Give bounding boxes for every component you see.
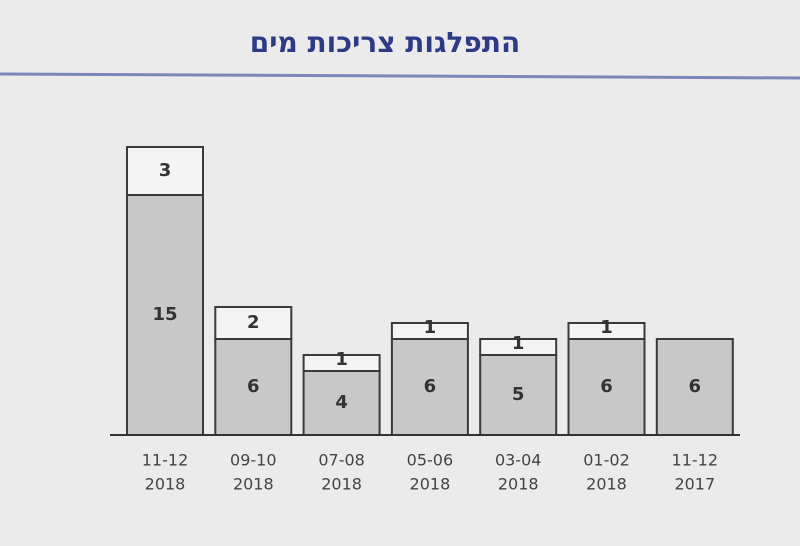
data-label: 2 [247, 312, 260, 333]
x-tick-label: 05-06 [407, 451, 454, 470]
data-label: 6 [424, 376, 437, 397]
bar-segment [302, 354, 381, 372]
x-tick-label: 11-12 [672, 451, 719, 470]
data-label: 15 [152, 304, 177, 325]
x-tick-label: 2017 [674, 475, 715, 494]
data-label: 1 [424, 317, 437, 338]
data-label: 1 [600, 317, 613, 338]
x-tick-label: 09-10 [230, 451, 277, 470]
data-label: 6 [600, 376, 613, 397]
bar-segment [390, 322, 469, 340]
bar-segment [302, 370, 381, 436]
title-rule [0, 72, 800, 80]
bar-segment [567, 338, 646, 436]
x-tick-label: 2018 [586, 475, 627, 494]
data-label: 6 [247, 376, 260, 397]
bar-segment [655, 338, 734, 436]
chart-title: התפלגות צריכות מים [250, 26, 520, 59]
x-tick-label: 2018 [321, 475, 362, 494]
x-tick-label: 11-12 [142, 451, 189, 470]
bar-segment [479, 338, 558, 356]
data-label: 3 [159, 160, 172, 181]
data-label: 6 [689, 376, 702, 397]
x-tick-label: 2018 [498, 475, 539, 494]
bar-segment [126, 194, 204, 436]
bar-segment [479, 354, 558, 436]
bar-segment [567, 322, 646, 340]
data-label: 1 [512, 333, 525, 354]
data-label: 1 [335, 349, 348, 370]
data-label: 5 [512, 384, 525, 405]
data-label: 4 [335, 392, 348, 413]
x-tick-label: 01-02 [583, 451, 630, 470]
x-tick-label: 2018 [145, 475, 186, 494]
bar-segment [390, 338, 469, 436]
bar-segment [126, 146, 204, 196]
x-tick-label: 03-04 [495, 451, 542, 470]
x-tick-label: 2018 [410, 475, 451, 494]
x-tick-label: 07-08 [318, 451, 365, 470]
x-tick-label: 2018 [233, 475, 274, 494]
bar-segment [214, 306, 293, 340]
